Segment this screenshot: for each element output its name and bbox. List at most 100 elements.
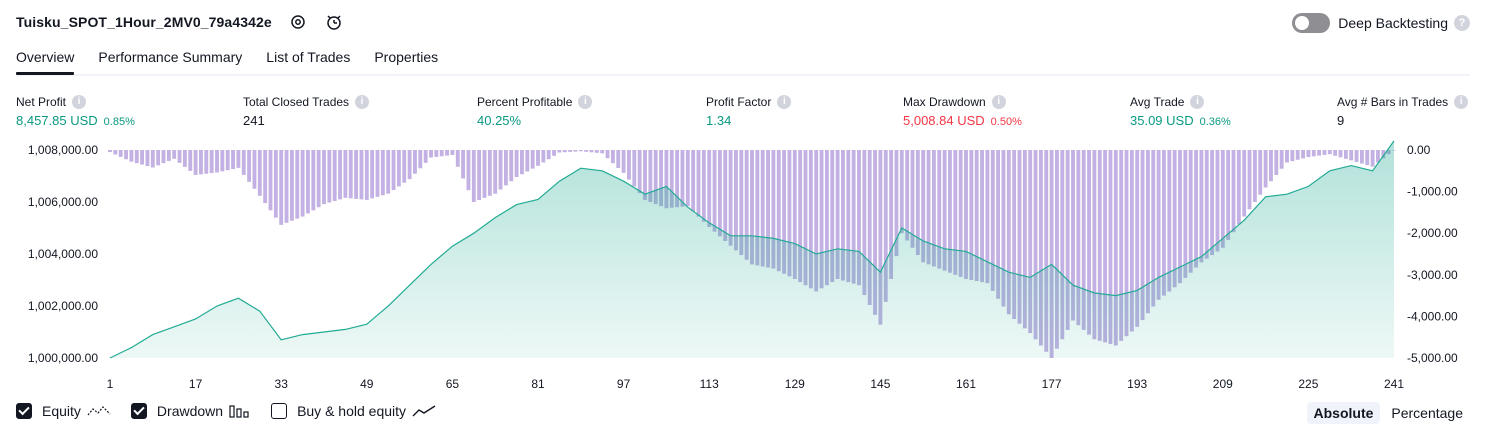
drawdown-bar bbox=[193, 150, 198, 175]
drawdown-bar bbox=[134, 150, 139, 164]
drawdown-bar bbox=[1071, 150, 1075, 321]
settings-gear-icon[interactable] bbox=[288, 12, 308, 32]
drawdown-bar bbox=[375, 150, 380, 197]
drawdown-bar bbox=[1145, 150, 1150, 314]
drawdown-bar bbox=[257, 150, 262, 196]
drawdown-bar bbox=[1263, 150, 1268, 188]
drawdown-bar bbox=[819, 150, 824, 289]
drawdown-bar bbox=[1370, 150, 1375, 167]
drawdown-bar bbox=[252, 150, 257, 189]
info-icon[interactable]: i bbox=[1190, 94, 1205, 109]
info-icon[interactable]: i bbox=[777, 94, 792, 109]
drawdown-bar bbox=[1359, 150, 1364, 164]
drawdown-bar bbox=[739, 150, 744, 256]
drawdown-bar bbox=[359, 150, 364, 200]
drawdown-bar bbox=[1194, 150, 1198, 268]
tab-list-of-trades[interactable]: List of Trades bbox=[266, 49, 351, 65]
max-drawdown-value: 5,008.84 USD bbox=[903, 113, 985, 128]
drawdown-bar bbox=[338, 150, 342, 200]
drawdown-checkbox[interactable] bbox=[130, 403, 147, 419]
drawdown-bar bbox=[723, 150, 728, 241]
buyhold-checkbox[interactable] bbox=[271, 403, 288, 419]
buyhold-toggle[interactable]: Buy & hold equity bbox=[271, 403, 436, 419]
info-icon[interactable]: i bbox=[1454, 94, 1469, 109]
drawdown-bar bbox=[172, 150, 177, 159]
drawdown-bar bbox=[1076, 150, 1081, 326]
drawdown-bar bbox=[1252, 150, 1257, 202]
equity-checkbox[interactable] bbox=[16, 403, 32, 419]
drawdown-bar bbox=[156, 150, 161, 166]
deep-backtesting: Deep Backtesting ? bbox=[1292, 13, 1470, 33]
right-axis-tick-label: -2,000.00 bbox=[1407, 226, 1458, 240]
drawdown-bar bbox=[696, 150, 701, 217]
drawdown-bar bbox=[1231, 150, 1236, 233]
drawdown-bar bbox=[953, 150, 958, 275]
drawdown-bar bbox=[498, 150, 503, 190]
drawdown-bar bbox=[295, 150, 300, 219]
drawdown-bar bbox=[1065, 150, 1070, 330]
drawdown-bar bbox=[766, 150, 770, 268]
info-icon[interactable]: i bbox=[72, 94, 87, 109]
x-axis-tick-label: 129 bbox=[785, 377, 805, 391]
equity-drawdown-chart[interactable]: 1,008,000.00 1,006,000.00 1,004,000.00 1,00… bbox=[0, 140, 1486, 398]
drawdown-bar bbox=[289, 150, 294, 221]
info-icon[interactable]: i bbox=[991, 94, 1006, 109]
drawdown-bar bbox=[140, 150, 145, 165]
drawdown-bar bbox=[824, 150, 829, 286]
drawdown-bar bbox=[391, 150, 396, 191]
equity-area bbox=[110, 140, 1394, 358]
drawdown-toggle[interactable]: Drawdown bbox=[130, 403, 251, 419]
drawdown-bar bbox=[509, 150, 514, 182]
drawdown-bar bbox=[1022, 150, 1027, 329]
info-icon[interactable]: i bbox=[578, 94, 593, 109]
drawdown-bar bbox=[755, 150, 760, 266]
drawdown-bar bbox=[279, 150, 284, 225]
drawdown-bar bbox=[215, 150, 219, 173]
metric-percent-profitable: Percent Profitable i 40.25% bbox=[477, 94, 593, 128]
tab-overview[interactable]: Overview bbox=[16, 46, 75, 75]
drawdown-bar bbox=[1306, 150, 1311, 158]
tab-performance-summary[interactable]: Performance Summary bbox=[98, 49, 243, 65]
drawdown-bar bbox=[466, 150, 471, 191]
drawdown-bar bbox=[803, 150, 808, 286]
drawdown-bar bbox=[616, 150, 621, 168]
drawdown-bar bbox=[1038, 150, 1043, 346]
drawdown-bar bbox=[199, 150, 203, 175]
info-icon[interactable]: i bbox=[355, 94, 370, 109]
drawdown-bars-icon bbox=[229, 405, 249, 418]
avg-trade-pct: 0.36% bbox=[1199, 116, 1231, 128]
add-alert-icon[interactable] bbox=[324, 12, 344, 32]
equity-toggle[interactable]: Equity bbox=[16, 403, 111, 419]
percentage-button[interactable]: Percentage bbox=[1391, 405, 1463, 421]
drawdown-bar bbox=[332, 150, 337, 201]
help-question-icon[interactable]: ? bbox=[1454, 15, 1470, 31]
metric-total-closed-trades: Total Closed Trades i 241 bbox=[243, 94, 370, 128]
drawdown-bar bbox=[830, 150, 835, 283]
drawdown-bar bbox=[798, 150, 803, 283]
drawdown-bar bbox=[808, 150, 813, 289]
drawdown-bar bbox=[1258, 150, 1263, 195]
tab-properties[interactable]: Properties bbox=[374, 49, 439, 65]
drawdown-bar bbox=[1167, 150, 1172, 292]
drawdown-bar bbox=[873, 150, 877, 315]
drawdown-bar bbox=[980, 150, 984, 283]
deep-backtesting-toggle[interactable] bbox=[1292, 13, 1331, 33]
drawdown-bar bbox=[659, 150, 663, 207]
drawdown-bar bbox=[1349, 150, 1354, 161]
drawdown-bar bbox=[225, 150, 230, 171]
absolute-button[interactable]: Absolute bbox=[1306, 402, 1381, 424]
metric-avg-trade: Avg Trade i 35.09 USD 0.36% bbox=[1130, 94, 1231, 128]
metric-max-drawdown: Max Drawdown i 5,008.84 USD 0.50% bbox=[903, 94, 1022, 128]
drawdown-bar bbox=[744, 150, 749, 260]
drawdown-bar bbox=[814, 150, 819, 292]
x-axis-tick-label: 65 bbox=[446, 377, 460, 391]
drawdown-bar bbox=[734, 150, 738, 251]
drawdown-bar bbox=[161, 150, 166, 164]
drawdown-bar bbox=[536, 150, 540, 166]
drawdown-bar bbox=[209, 150, 214, 174]
equity-line bbox=[109, 140, 1395, 359]
drawdown-bar bbox=[118, 150, 123, 157]
drawdown-bar bbox=[1162, 150, 1166, 296]
drawdown-bar bbox=[1381, 150, 1386, 159]
drawdown-bar bbox=[220, 150, 225, 172]
